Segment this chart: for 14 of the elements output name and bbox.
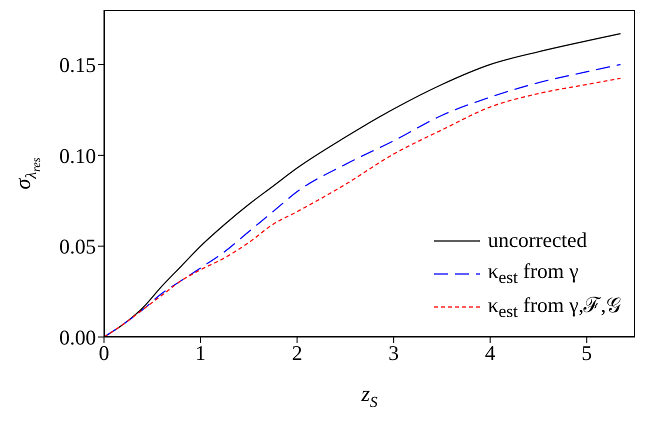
x-tick-label: 0 <box>98 340 110 365</box>
x-tick-label: 3 <box>388 340 399 365</box>
y-tick-label: 0.00 <box>59 325 96 350</box>
x-tick-label: 5 <box>581 340 592 365</box>
legend-label: κ$_{est}$ from γ <box>488 258 578 288</box>
x-axis-title: z$_{S}$ <box>360 381 378 410</box>
y-tick-label: 0.15 <box>59 52 96 77</box>
x-tick-label: 4 <box>484 340 496 365</box>
y-tick-label: 0.10 <box>59 144 96 168</box>
x-tick-label: 2 <box>292 340 302 365</box>
y-tick-label: 0.05 <box>59 234 96 259</box>
legend-label: uncorrected <box>488 228 587 253</box>
x-tick-label: 1 <box>195 340 206 365</box>
legend-label: κ$_{est}$ from γ,ℱ,𝒢 <box>488 292 621 323</box>
